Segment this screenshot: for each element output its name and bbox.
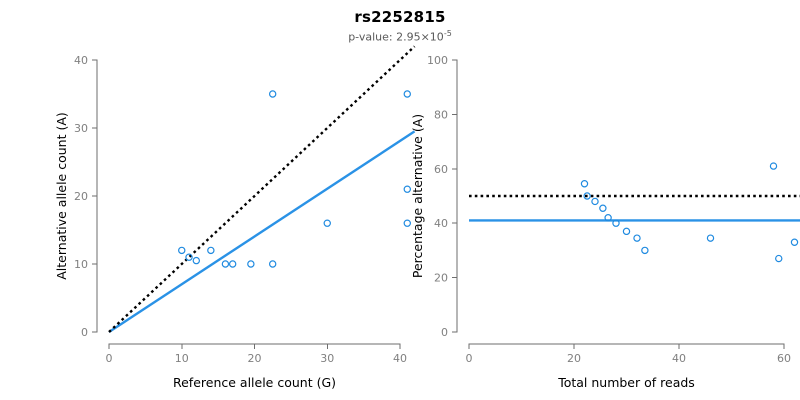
data-point [604, 214, 612, 222]
right-data-points [580, 162, 799, 263]
pvalue-text: p-value: 2.95×10 [348, 30, 444, 44]
x-tick-label: 40 [672, 352, 686, 365]
y-tick-label: 40 [434, 217, 448, 230]
data-point [207, 246, 215, 255]
right-panel-svg: 0 20 40 60 0 20 40 60 80 100 Total number of read… [410, 54, 800, 390]
y-tick-label: 10 [74, 258, 88, 271]
data-point [583, 192, 591, 200]
reference-line-dotted [108, 45, 416, 333]
data-point [268, 260, 277, 268]
data-point [706, 234, 715, 242]
data-point [633, 234, 641, 242]
data-point [192, 256, 200, 265]
data-point [403, 90, 411, 98]
figure-subtitle: p-value: 2.95×10-5 [0, 29, 800, 44]
y-tick-label: 60 [434, 163, 448, 176]
fit-line-solid [108, 130, 416, 334]
x-tick-label: 0 [466, 352, 473, 365]
x-tick-label: 30 [320, 352, 334, 365]
data-point [268, 90, 277, 98]
left-axis-labels: Reference allele count (G) Alternative al… [54, 112, 336, 390]
left-data-points [178, 90, 411, 268]
y-tick-label: 80 [434, 108, 448, 121]
y-tick-label: 0 [81, 326, 88, 339]
x-tick-label: 0 [106, 352, 113, 365]
x-axis-title: Reference allele count (G) [173, 375, 336, 390]
data-point [622, 227, 631, 236]
y-tick-label: 20 [434, 272, 448, 285]
data-point [221, 260, 230, 268]
right-trend-lines [469, 194, 800, 222]
x-tick-label: 20 [567, 352, 581, 365]
data-point [580, 180, 589, 188]
x-tick-label: 20 [248, 352, 262, 365]
left-axes: 0 10 20 30 40 0 10 20 30 40 [74, 54, 407, 365]
pvalue-exponent: -5 [443, 29, 452, 38]
data-point [775, 254, 783, 263]
y-tick-label: 100 [427, 54, 448, 67]
right-axes: 0 20 40 60 0 20 40 60 80 100 [427, 54, 791, 365]
y-axis-title: Percentage alternative (A) [410, 114, 425, 278]
left-panel: 0 10 20 30 40 0 10 20 30 40 Reference allele coun… [54, 45, 416, 390]
y-tick-label: 20 [74, 190, 88, 203]
left-trend-lines [108, 45, 416, 334]
data-point [769, 162, 778, 170]
x-tick-label: 60 [777, 352, 791, 365]
left-panel-svg: 0 10 20 30 40 0 10 20 30 40 Reference allele coun… [54, 45, 416, 390]
data-point [591, 197, 599, 206]
data-point [612, 219, 620, 227]
x-tick-label: 10 [175, 352, 189, 365]
data-point [178, 246, 186, 255]
y-axis-title: Alternative allele count (A) [54, 112, 69, 280]
data-point [323, 219, 331, 227]
data-point [228, 260, 237, 268]
data-point [599, 204, 607, 212]
data-point [247, 260, 255, 268]
data-point [790, 238, 799, 246]
data-point [403, 185, 411, 193]
right-axis-labels: Total number of reads Percentage alternat… [410, 114, 695, 390]
x-axis-line [468, 343, 785, 349]
y-tick-label: 0 [441, 326, 448, 339]
x-tick-label: 40 [393, 352, 407, 365]
x-axis-title: Total number of reads [557, 375, 695, 390]
data-point [185, 253, 193, 261]
y-tick-label: 30 [74, 122, 88, 135]
data-point [403, 219, 411, 227]
figure-title: rs2252815 [354, 8, 446, 26]
y-axis-line [452, 59, 458, 333]
y-tick-label: 40 [74, 54, 88, 67]
right-panel: 0 20 40 60 0 20 40 60 80 100 Total number of read… [410, 0, 800, 400]
data-point [641, 246, 649, 255]
